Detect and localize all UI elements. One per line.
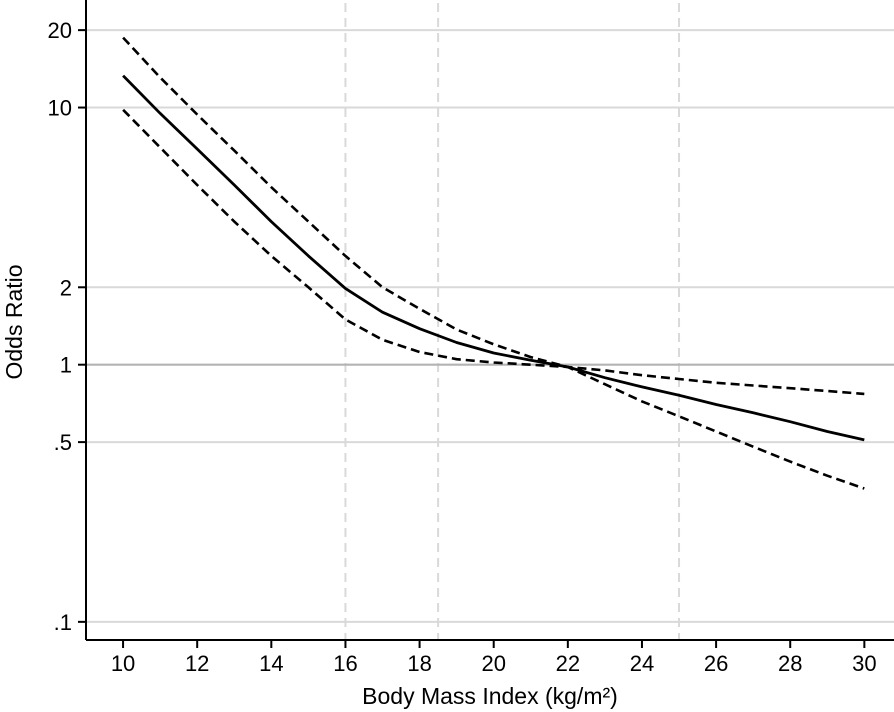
y-tick-label: 10	[48, 96, 72, 121]
x-tick-label: 20	[481, 651, 505, 676]
axes	[85, 0, 894, 641]
series-layer	[122, 36, 865, 490]
grid-layer	[86, 29, 894, 623]
x-tick-label: 24	[630, 651, 654, 676]
x-tick-label: 26	[704, 651, 728, 676]
vertical-reference-lines	[344, 3, 681, 640]
x-ticks: 10 12 14 16 18 20 22 24 26 28 30	[111, 640, 877, 676]
x-tick-label: 30	[852, 651, 876, 676]
x-tick-label: 18	[407, 651, 431, 676]
x-axis-label: Body Mass Index (kg/m²)	[362, 683, 618, 709]
confidence-bound-line-1	[122, 36, 865, 490]
x-tick-label: 10	[111, 651, 135, 676]
x-tick-label: 14	[259, 651, 283, 676]
confidence-bound-line-2	[122, 108, 865, 396]
x-tick-label: 22	[556, 651, 580, 676]
odds-ratio-line	[122, 74, 865, 442]
x-tick-label: 16	[333, 651, 357, 676]
x-tick-label: 12	[185, 651, 209, 676]
x-tick-label: 28	[778, 651, 802, 676]
y-tick-label: .5	[54, 430, 72, 455]
y-tick-label: .1	[54, 610, 72, 635]
y-axis-label: Odds Ratio	[1, 264, 27, 379]
y-tick-label: 20	[48, 18, 72, 43]
y-ticks: .1 .5 1 2 10 20	[48, 18, 86, 635]
y-tick-label: 1	[60, 353, 72, 378]
y-tick-label: 2	[60, 275, 72, 300]
